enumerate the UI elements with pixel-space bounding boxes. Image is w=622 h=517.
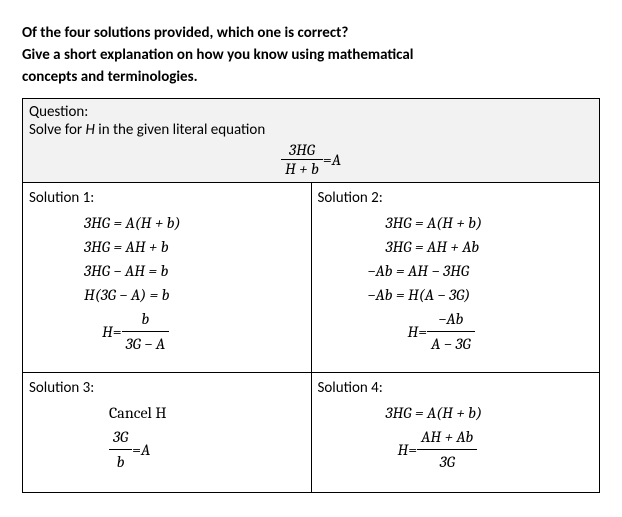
question-equation: 3HG H + b = A	[29, 141, 593, 178]
s1-den: 3G − A	[122, 331, 169, 356]
s2-line2: 3HG = AH + Ab	[368, 235, 594, 259]
s2-lhs: H	[408, 320, 419, 344]
s1-lhs: H	[102, 320, 113, 344]
s2-line3: −Ab = AH − 3HG	[368, 259, 594, 283]
s2-line5: H = −Ab A − 3G	[368, 307, 475, 356]
s4-line2: H = AH + Ab 3G	[318, 425, 478, 474]
q-eqsign: =	[323, 151, 332, 169]
s4-den: 3G	[417, 449, 477, 474]
q-text-before: Solve for	[29, 121, 86, 139]
solution-1-cell: Solution 1: 3HG = A(H + b) 3HG = AH + b …	[23, 183, 312, 373]
s1-eq: =	[113, 320, 122, 344]
s4-lhs: H	[398, 438, 409, 462]
s4-frac: AH + Ab 3G	[417, 425, 477, 474]
s3-frac: 3G b	[109, 425, 132, 474]
s1-line4: H(3G − A) = b	[84, 283, 305, 307]
solution-2-cell: Solution 2: 3HG = A(H + b) 3HG = AH + Ab…	[311, 183, 600, 373]
s3-rhs: A	[141, 438, 150, 462]
prompt-line-2b: concepts and terminologies.	[22, 68, 600, 86]
solutions-table: Question: Solve for H in the given liter…	[22, 98, 600, 493]
s3-eq: =	[132, 438, 141, 462]
s4-eq: =	[408, 438, 417, 462]
solution-3-cell: Solution 3: Cancel H 3G b = A	[23, 373, 312, 493]
s1-line5: H = b 3G − A	[84, 307, 169, 356]
prompt-line-1: Of the four solutions provided, which on…	[22, 24, 600, 42]
s2-num: −Ab	[427, 307, 474, 331]
solution-2-title: Solution 2:	[318, 189, 594, 207]
s3-line2: 3G b = A	[29, 425, 150, 474]
s1-line2: 3HG = AH + b	[84, 235, 305, 259]
q-var: H	[86, 121, 95, 139]
solution-4-cell: Solution 4: 3HG = A(H + b) H = AH + Ab 3…	[311, 373, 600, 493]
prompt-line-2a: Give a short explanation on how you know…	[22, 46, 600, 64]
solution-4-math: 3HG = A(H + b) H = AH + Ab 3G	[318, 401, 594, 474]
s4-num: AH + Ab	[417, 425, 477, 449]
question-text: Solve for H in the given literal equatio…	[29, 121, 593, 139]
solution-3-math: Cancel H 3G b = A	[29, 401, 305, 474]
q-fraction: 3HG H + b	[281, 141, 323, 178]
s4-line1: 3HG = A(H + b)	[318, 401, 594, 425]
q-rhs: A	[332, 151, 341, 169]
s3-line1: Cancel H	[29, 401, 305, 425]
s3-den: b	[109, 449, 132, 474]
s1-line1: 3HG = A(H + b)	[84, 211, 305, 235]
solution-1-title: Solution 1:	[29, 189, 305, 207]
s2-frac: −Ab A − 3G	[427, 307, 474, 356]
s2-den: A − 3G	[427, 331, 474, 356]
solution-2-math: 3HG = A(H + b) 3HG = AH + Ab −Ab = AH − …	[318, 211, 594, 356]
q-text-after: in the given literal equation	[95, 121, 265, 139]
solution-3-title: Solution 3:	[29, 379, 305, 397]
s3-num: 3G	[109, 425, 132, 449]
s2-eq: =	[418, 320, 427, 344]
solution-1-math: 3HG = A(H + b) 3HG = AH + b 3HG − AH = b…	[29, 211, 305, 356]
q-frac-num: 3HG	[281, 141, 323, 159]
question-label: Question:	[29, 103, 593, 121]
s2-line4: −Ab = H(A − 3G)	[368, 283, 594, 307]
solution-4-title: Solution 4:	[318, 379, 594, 397]
s1-num: b	[122, 307, 169, 331]
s1-frac: b 3G − A	[122, 307, 169, 356]
s2-line1: 3HG = A(H + b)	[368, 211, 594, 235]
q-frac-den: H + b	[281, 159, 323, 178]
s1-line3: 3HG − AH = b	[84, 259, 305, 283]
question-cell: Question: Solve for H in the given liter…	[23, 99, 600, 183]
